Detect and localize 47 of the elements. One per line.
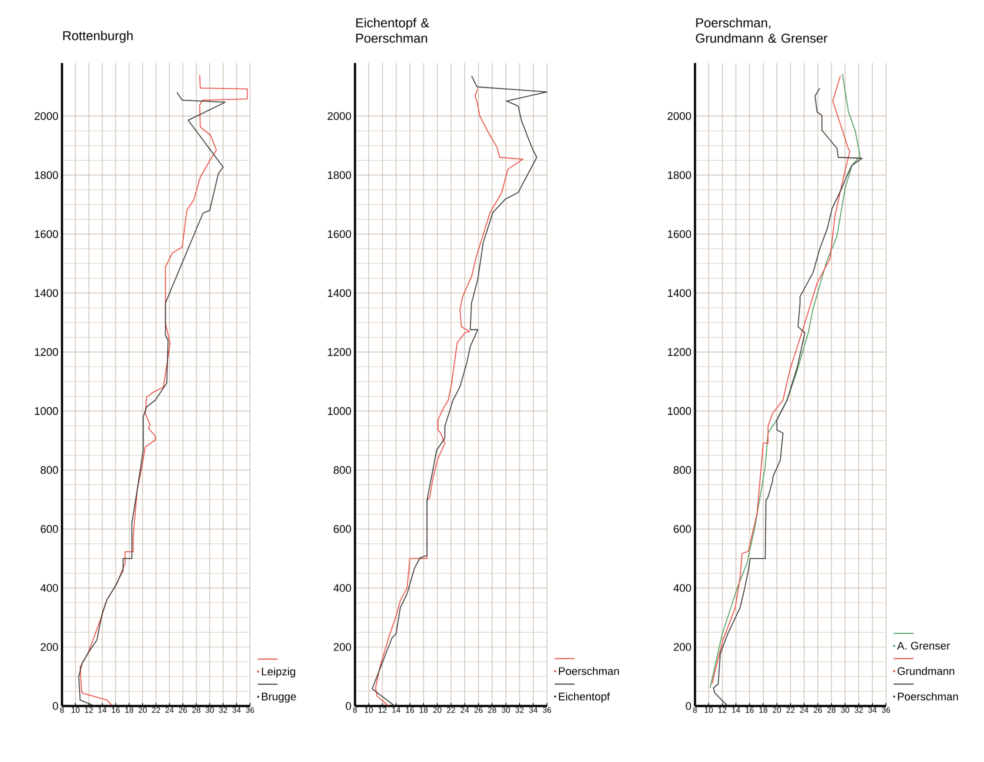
- y-tick-label: 1400: [668, 289, 692, 297]
- line-series: [372, 76, 548, 706]
- chart-title: Poerschman, Grundmann & Grenser: [696, 18, 828, 43]
- line-series: [78, 92, 226, 706]
- y-tick-label: 0: [686, 702, 692, 710]
- y-tick-label: 400: [40, 584, 58, 592]
- y-tick-label: 600: [674, 525, 692, 533]
- y-tick-label: 800: [40, 466, 58, 474]
- y-tick-label: 1800: [668, 171, 692, 179]
- y-tick-label: 200: [40, 643, 58, 651]
- y-tick-label: 800: [334, 466, 352, 474]
- legend-label: Poerschman: [898, 692, 958, 700]
- y-tick-label: 2000: [668, 112, 692, 120]
- y-tick-label: 1400: [34, 289, 58, 297]
- y-tick-label: 2000: [328, 112, 352, 120]
- y-tick-label: 1200: [328, 348, 352, 356]
- y-tick-label: 1200: [668, 348, 692, 356]
- y-tick-label: 1600: [668, 230, 692, 238]
- legend-label: Leipzig: [262, 667, 296, 678]
- y-tick-label: 200: [674, 643, 692, 651]
- y-tick-label: 1400: [328, 289, 352, 297]
- y-tick-label: 1800: [328, 171, 352, 179]
- y-tick-label: 600: [40, 525, 58, 533]
- y-tick-label: 200: [334, 643, 352, 651]
- chart-title: Rottenburgh: [63, 30, 133, 43]
- legend-label: A. Grenser: [897, 642, 950, 650]
- legend-label: Brugge: [262, 692, 296, 703]
- y-tick-label: 1000: [668, 407, 692, 415]
- y-tick-label: 0: [52, 702, 58, 710]
- line-series: [375, 88, 524, 706]
- y-tick-label: 800: [674, 466, 692, 474]
- y-tick-label: 2000: [34, 112, 58, 120]
- y-tick-label: 1200: [34, 348, 58, 356]
- y-tick-label: 1800: [34, 171, 58, 179]
- y-tick-label: 600: [334, 525, 352, 533]
- y-tick-label: 0: [346, 702, 352, 710]
- legend-label: Eichentopf: [558, 692, 610, 703]
- y-tick-label: 1000: [34, 407, 58, 415]
- y-tick-label: 400: [333, 584, 352, 592]
- line-series: [80, 74, 248, 706]
- y-tick-label: 1600: [328, 230, 352, 238]
- y-tick-label: 1000: [328, 407, 352, 415]
- y-tick-label: 400: [673, 584, 692, 592]
- chart-title: Eichentopf & Poerschman: [356, 18, 430, 43]
- y-tick-label: 1600: [34, 230, 58, 238]
- legend-label: Grundmann: [898, 666, 954, 676]
- legend-label: Poerschman: [558, 666, 619, 676]
